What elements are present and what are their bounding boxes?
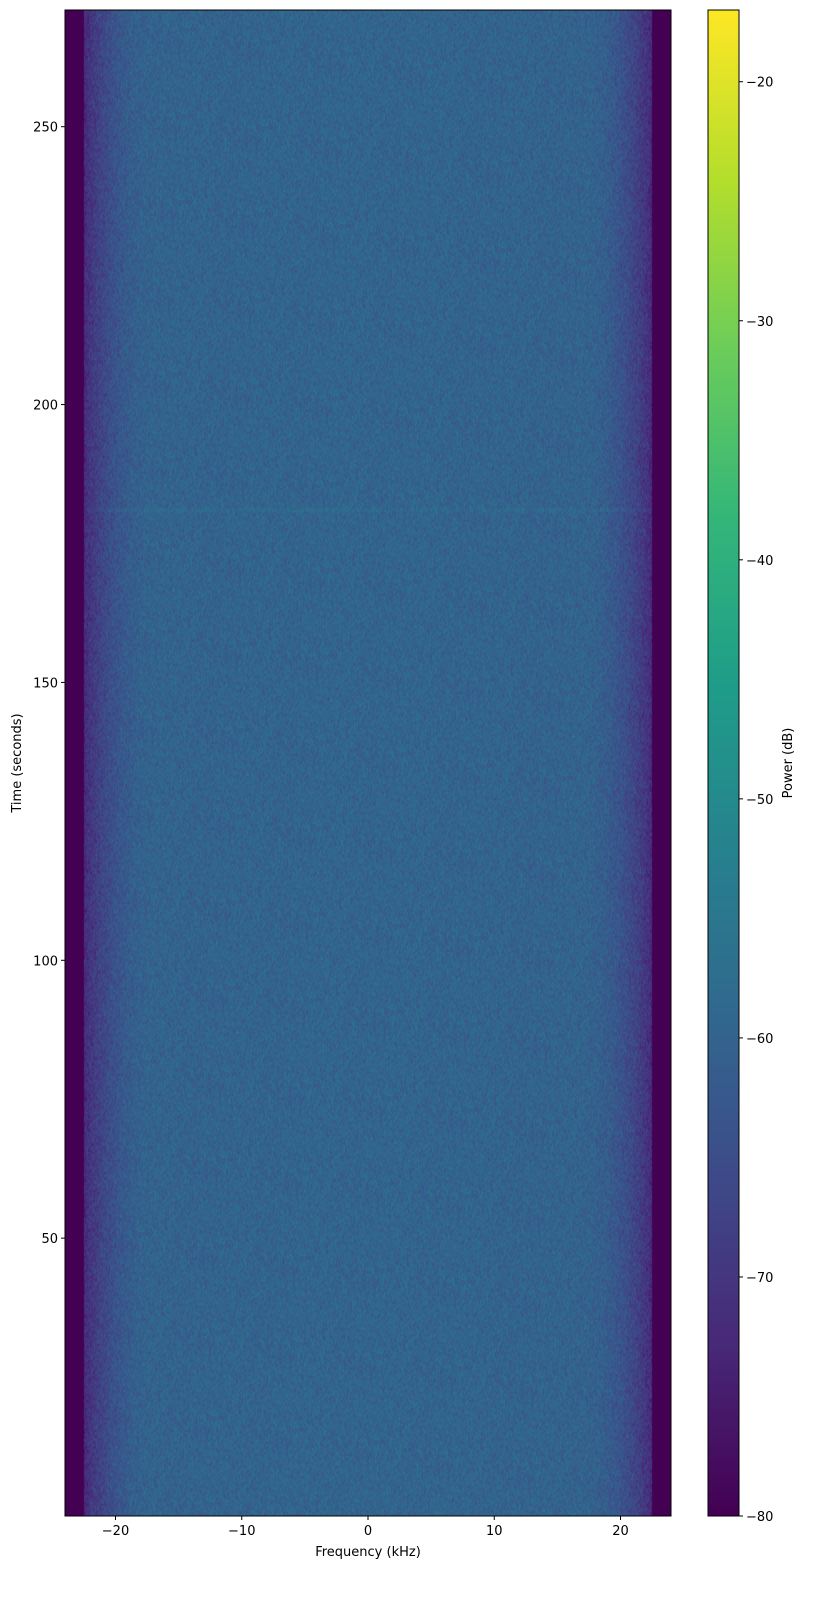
x-tick-label: −20: [102, 1524, 129, 1539]
y-tick-label: 150: [33, 676, 58, 691]
y-tick-label: 200: [33, 399, 58, 414]
colorbar-tick-label: −70: [746, 1271, 773, 1286]
y-tick-label: 100: [33, 954, 58, 969]
colorbar-tick-label: −60: [746, 1032, 773, 1047]
spectrogram-image: [65, 10, 671, 1516]
colorbar-tick-label: −80: [746, 1510, 773, 1525]
y-tick-label: 250: [33, 121, 58, 136]
x-axis-label: Frequency (kHz): [315, 1545, 421, 1560]
colorbar-tick-label: −30: [746, 315, 773, 330]
plot-frame: [64, 9, 672, 1517]
colorbar-tick-label: −20: [746, 76, 773, 91]
y-tick-label: 50: [41, 1232, 58, 1247]
x-tick-label: 20: [612, 1524, 629, 1539]
colorbar-tick-label: −50: [746, 793, 773, 808]
colorbar-tick-label: −40: [746, 554, 773, 569]
colorbar-label: Power (dB): [781, 728, 796, 799]
colorbar-frame: [707, 9, 740, 1517]
x-tick-label: 10: [486, 1524, 503, 1539]
x-tick-label: −10: [228, 1524, 255, 1539]
y-axis-label: Time (seconds): [10, 713, 25, 813]
x-tick-label: 0: [364, 1524, 372, 1539]
colorbar-gradient: [708, 10, 739, 1516]
